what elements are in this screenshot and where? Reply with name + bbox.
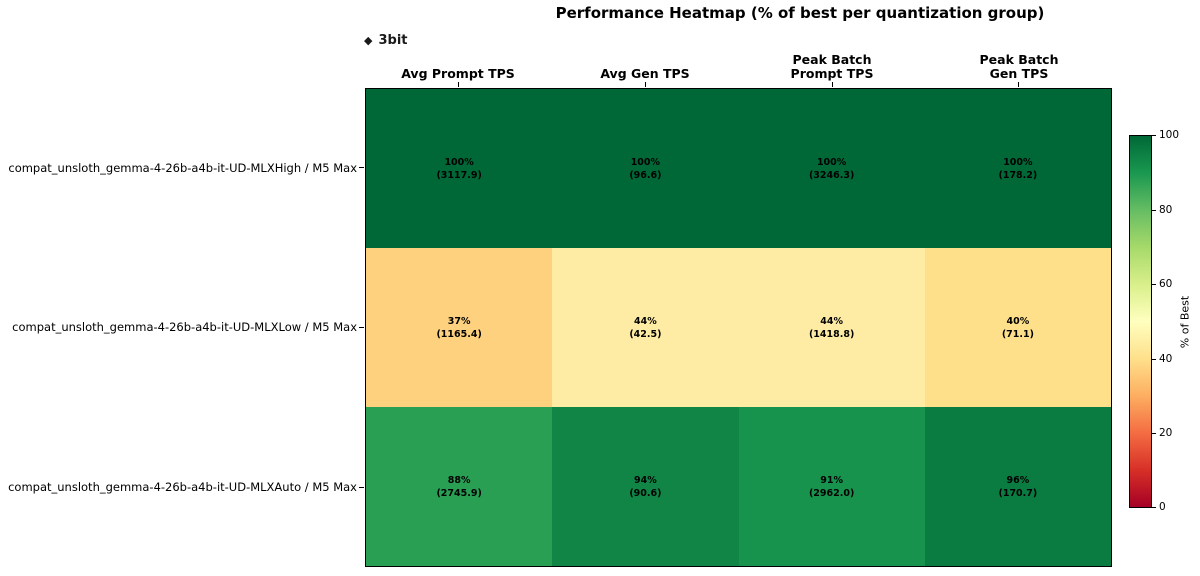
col-header-peak-batch-prompt-tps: Peak Batch Prompt TPS <box>790 52 874 81</box>
cell-value: (71.1) <box>1001 328 1034 340</box>
colorbar-tick-label: 20 <box>1159 427 1173 439</box>
colorbar-tick-label: 80 <box>1159 204 1173 216</box>
colorbar-tick-label: 0 <box>1159 501 1166 513</box>
cell-value: (90.6) <box>629 487 662 499</box>
colorbar-tick <box>1152 433 1156 434</box>
cell-percent: 88% <box>447 474 471 486</box>
y-axis-tick <box>359 167 364 168</box>
row-label-mlxhigh: compat_unsloth_gemma-4-26b-a4b-it-UD-MLX… <box>8 161 357 175</box>
heatmap-cell: 91% (2962.0) <box>738 407 925 566</box>
colorbar-tick <box>1152 135 1156 136</box>
col-header-peak-batch-gen-tps: Peak Batch Gen TPS <box>979 52 1059 81</box>
cell-value: (178.2) <box>998 169 1038 181</box>
heatmap-cell: 88% (2745.9) <box>366 407 553 566</box>
heatmap-cell: 100% (96.6) <box>552 89 739 248</box>
cell-value: (2745.9) <box>436 487 482 499</box>
colorbar-tick-label: 100 <box>1159 129 1180 141</box>
cell-value: (2962.0) <box>808 487 855 499</box>
cell-value: (42.5) <box>629 328 662 340</box>
x-axis-tick <box>458 82 459 87</box>
cell-percent: 100% <box>816 156 847 168</box>
cell-value: (3246.3) <box>808 169 855 181</box>
heatmap-cell: 100% (3246.3) <box>738 89 925 248</box>
cell-percent: 100% <box>630 156 661 168</box>
cell-value: (3117.9) <box>436 169 482 181</box>
cell-percent: 100% <box>1003 156 1033 168</box>
colorbar-tick <box>1152 210 1156 211</box>
x-axis-tick <box>645 82 646 87</box>
cell-value: (1418.8) <box>808 328 855 340</box>
colorbar-tick-label: 40 <box>1159 353 1173 365</box>
heatmap-cell: 44% (1418.8) <box>738 248 925 407</box>
colorbar-tick-label: 60 <box>1159 278 1173 290</box>
cell-percent: 37% <box>447 315 471 327</box>
heatmap-grid: 100% (3117.9) 100% (96.6) 100% (3246.3) … <box>365 88 1112 567</box>
colorbar-tick <box>1152 359 1156 360</box>
heatmap-cell: 40% (71.1) <box>924 248 1111 407</box>
row-label-mlxauto: compat_unsloth_gemma-4-26b-a4b-it-UD-MLX… <box>8 480 357 494</box>
cell-percent: 44% <box>634 315 657 327</box>
cell-value: (96.6) <box>629 169 662 181</box>
group-label-text: 3bit <box>378 33 408 48</box>
cell-value: (170.7) <box>998 487 1038 499</box>
heatmap-cell: 100% (3117.9) <box>366 89 553 248</box>
cell-value: (1165.4) <box>436 328 482 340</box>
x-axis-tick <box>832 82 833 87</box>
cell-percent: 44% <box>820 315 843 327</box>
cell-percent: 40% <box>1006 315 1030 327</box>
colorbar-tick <box>1152 284 1156 285</box>
x-axis-tick <box>1018 82 1019 87</box>
heatmap-cell: 44% (42.5) <box>552 248 739 407</box>
cell-percent: 96% <box>1006 474 1030 486</box>
colorbar-tick <box>1152 507 1156 508</box>
diamond-marker-icon: ◆ <box>364 34 373 47</box>
y-axis-tick <box>359 487 364 488</box>
cell-percent: 91% <box>820 474 843 486</box>
heatmap-cell: 37% (1165.4) <box>366 248 553 407</box>
heatmap-cell: 94% (90.6) <box>552 407 739 566</box>
chart-title: Performance Heatmap (% of best per quant… <box>555 4 1045 22</box>
row-label-mlxlow: compat_unsloth_gemma-4-26b-a4b-it-UD-MLX… <box>12 320 357 334</box>
y-axis-tick <box>359 327 364 328</box>
colorbar <box>1129 135 1152 508</box>
cell-percent: 94% <box>634 474 657 486</box>
heatmap-cell: 100% (178.2) <box>924 89 1111 248</box>
colorbar-axis-label: % of Best <box>1178 295 1192 349</box>
col-header-avg-gen-tps: Avg Gen TPS <box>600 66 690 81</box>
quantization-group-label: ◆ 3bit <box>364 33 408 48</box>
col-header-avg-prompt-tps: Avg Prompt TPS <box>401 66 515 81</box>
heatmap-cell: 96% (170.7) <box>924 407 1111 566</box>
cell-percent: 100% <box>444 156 474 168</box>
